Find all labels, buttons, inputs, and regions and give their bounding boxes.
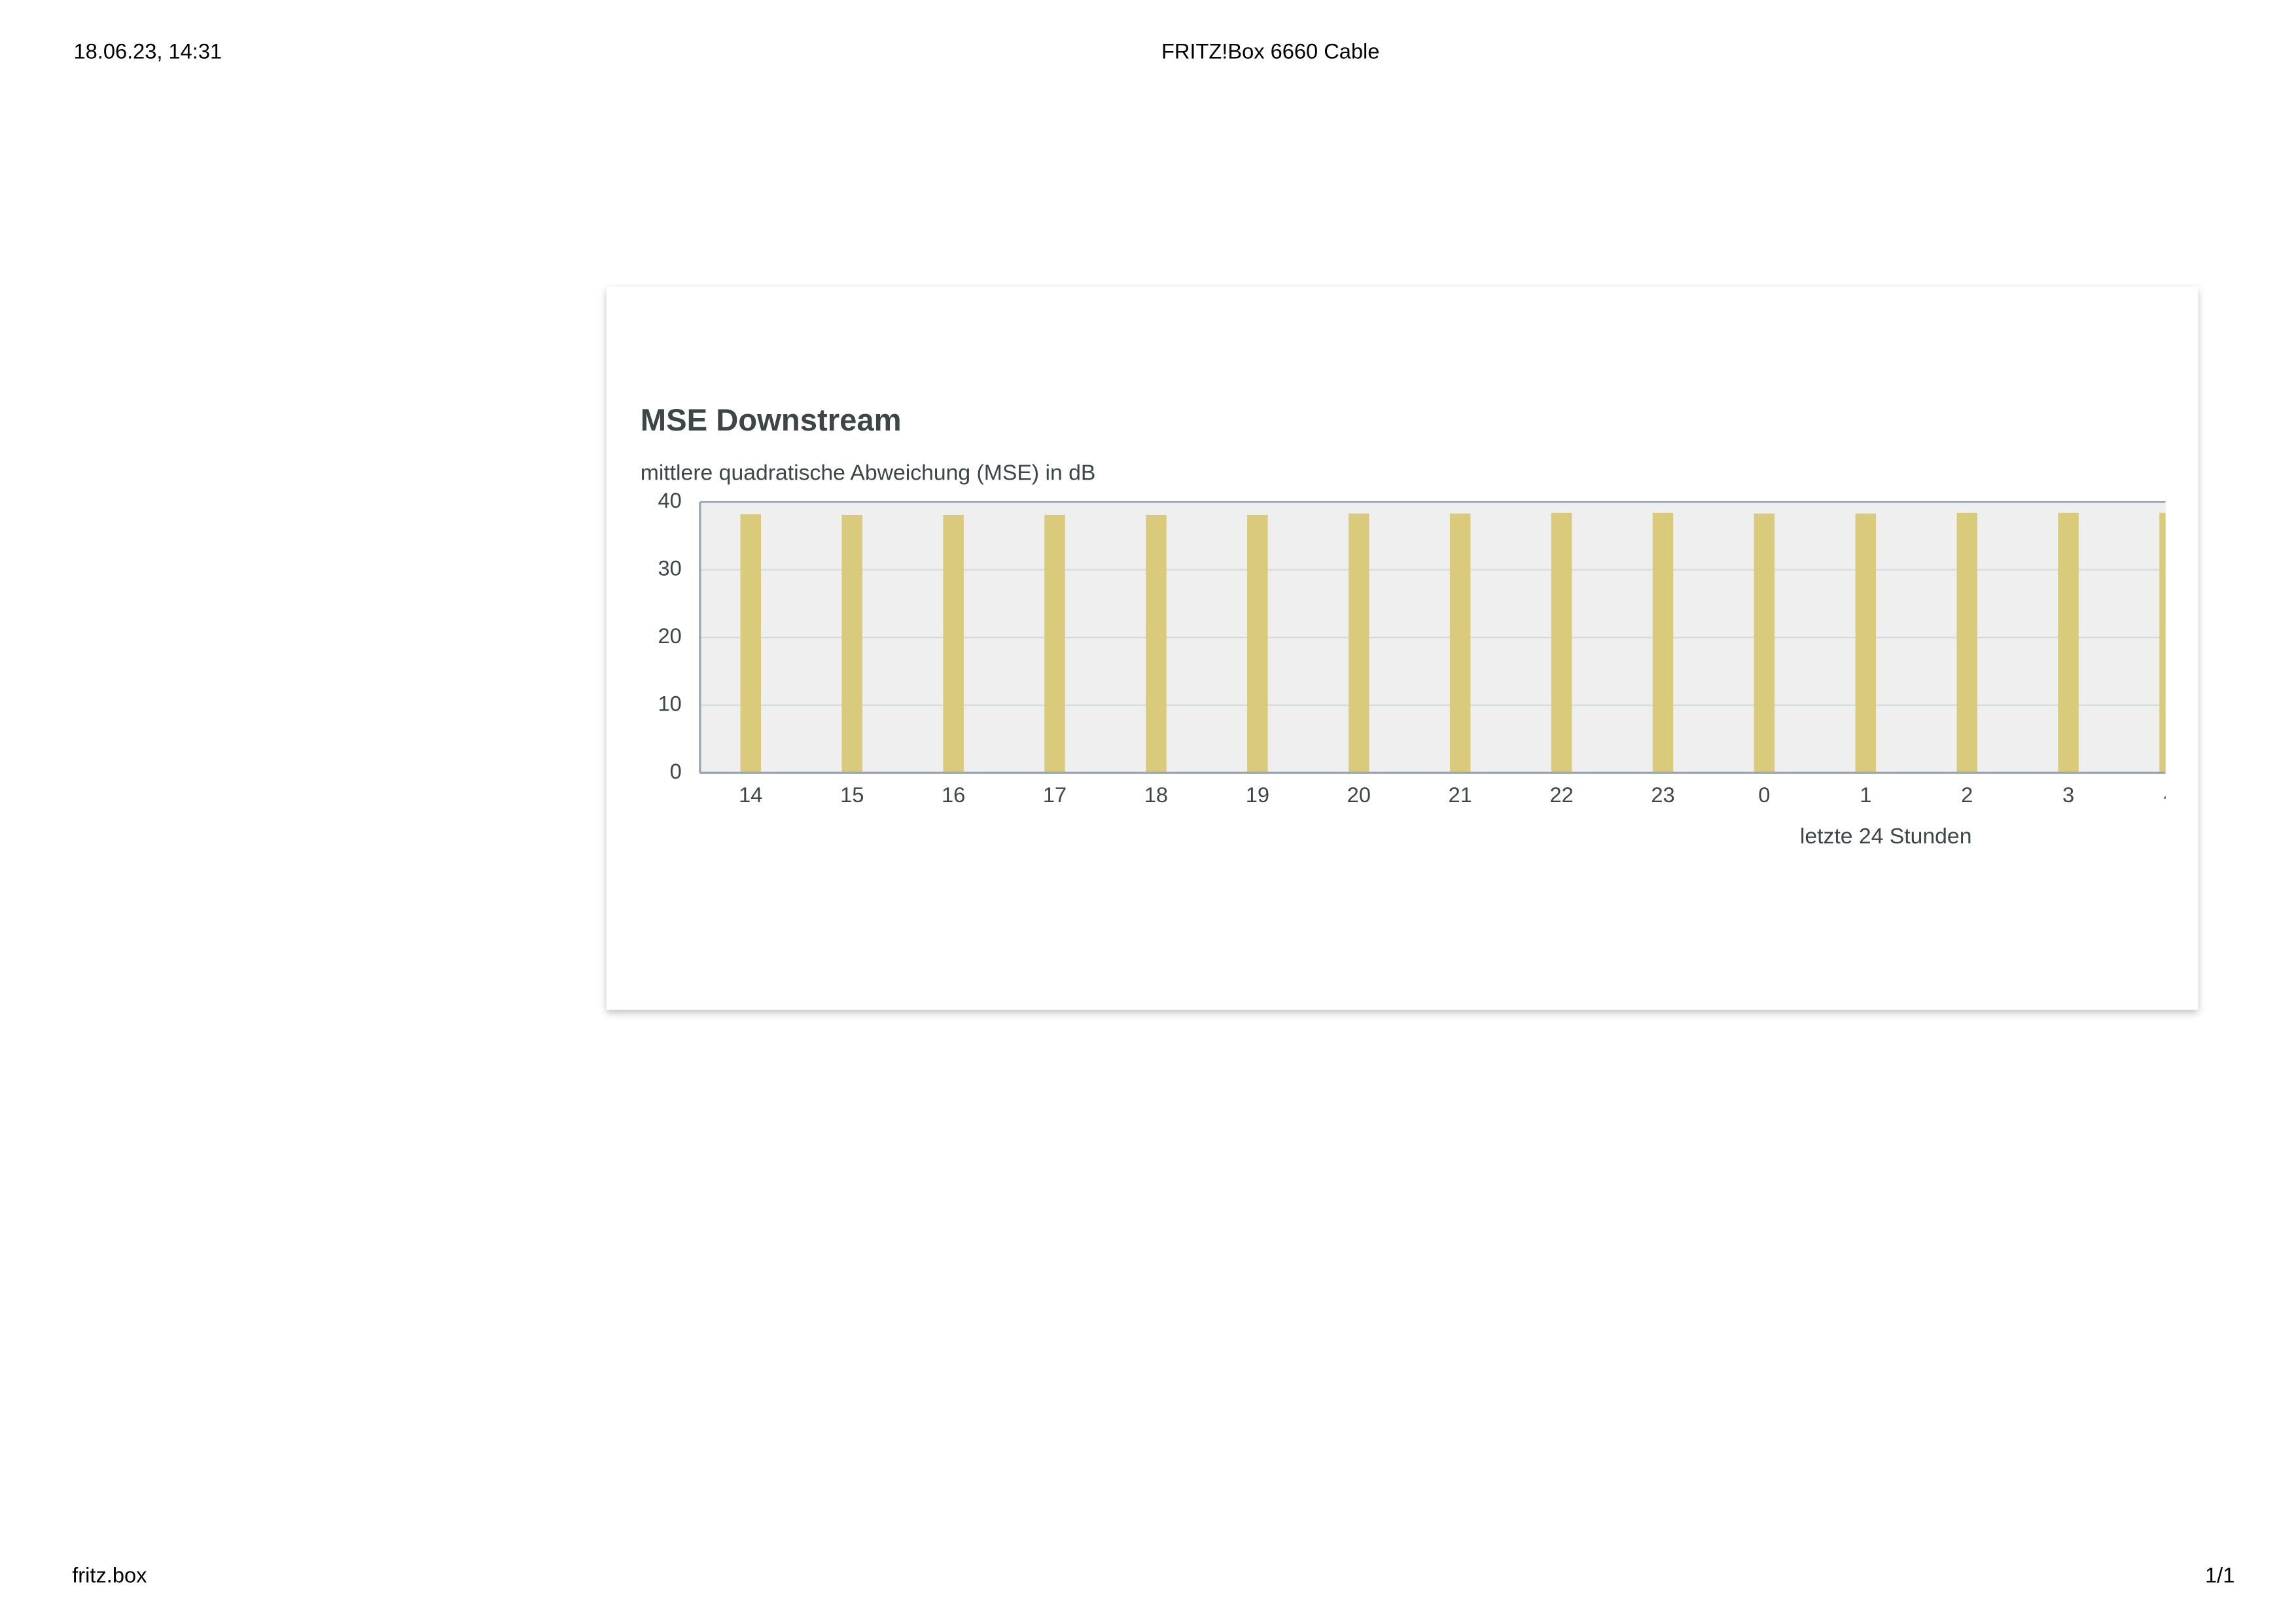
x-tick-label: 16 — [942, 783, 965, 807]
y-tick-label: 0 — [670, 759, 682, 783]
bar — [943, 514, 964, 773]
y-tick-label: 40 — [658, 488, 681, 512]
chart-subtitle: mittlere quadratische Abweichung (MSE) i… — [641, 460, 1096, 485]
bar — [841, 514, 862, 773]
x-tick-label: 20 — [1347, 783, 1371, 807]
bar — [1754, 513, 1775, 773]
axis-labels: 0102030401415161718192021222301234 — [658, 488, 2176, 807]
bar — [1348, 513, 1369, 773]
bar — [1652, 512, 1674, 773]
print-date: 18.06.23, 14:31 — [73, 39, 222, 63]
print-url: fritz.box — [72, 1562, 147, 1587]
x-tick-label: 14 — [739, 783, 762, 807]
bar — [1247, 514, 1268, 773]
chart-title: MSE Downstream — [641, 403, 902, 438]
page-number: 1/1 — [2205, 1562, 2234, 1587]
x-tick-label: 22 — [1549, 783, 1573, 807]
x-axis-label: letzte 24 Stunden — [1800, 824, 1972, 849]
y-tick-label: 20 — [658, 624, 681, 648]
x-tick-label: 23 — [1651, 783, 1674, 807]
bar — [1956, 512, 1977, 773]
x-tick-label: 1 — [1860, 783, 1871, 807]
bar — [1146, 514, 1167, 773]
x-tick-label: 3 — [2062, 783, 2074, 807]
x-tick-label: 21 — [1449, 783, 1472, 807]
y-tick-label: 10 — [658, 691, 681, 715]
x-tick-label: 18 — [1144, 783, 1168, 807]
x-tick-label: 15 — [840, 783, 864, 807]
x-tick-label: 0 — [1758, 783, 1770, 807]
bar — [2058, 512, 2079, 773]
bar — [1449, 513, 1471, 773]
bar — [740, 514, 762, 773]
plot — [699, 501, 2166, 774]
x-tick-label: 2 — [1961, 783, 1973, 807]
x-tick-label: 4 — [2164, 783, 2176, 807]
y-tick-label: 30 — [658, 555, 681, 580]
bar — [1855, 513, 1877, 773]
bar — [1551, 512, 1572, 773]
x-tick-label: 17 — [1043, 783, 1067, 807]
bar — [1044, 514, 1065, 773]
bar — [2159, 512, 2166, 773]
print-title: FRITZ!Box 6660 Cable — [1161, 39, 1379, 63]
x-tick-label: 19 — [1246, 783, 1269, 807]
